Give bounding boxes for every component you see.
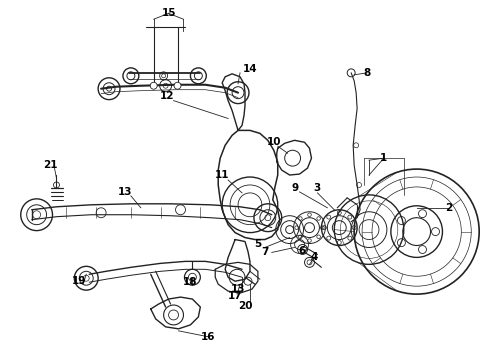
Circle shape xyxy=(150,82,157,89)
Text: 17: 17 xyxy=(228,291,243,301)
Text: 7: 7 xyxy=(261,247,269,257)
Polygon shape xyxy=(222,74,245,130)
Text: 9: 9 xyxy=(291,183,298,193)
Text: 5: 5 xyxy=(254,239,262,249)
Text: 19: 19 xyxy=(72,276,86,286)
Polygon shape xyxy=(218,130,280,239)
Text: 16: 16 xyxy=(201,332,216,342)
Text: 21: 21 xyxy=(43,160,58,170)
Circle shape xyxy=(174,82,181,89)
Text: 14: 14 xyxy=(243,64,257,74)
Text: 6: 6 xyxy=(298,247,305,256)
Text: 4: 4 xyxy=(311,252,318,262)
Text: 12: 12 xyxy=(159,91,174,101)
Text: 10: 10 xyxy=(267,137,281,147)
Polygon shape xyxy=(277,140,312,175)
Polygon shape xyxy=(225,239,250,281)
Text: 3: 3 xyxy=(314,183,321,193)
Text: 20: 20 xyxy=(238,301,252,311)
Text: 13: 13 xyxy=(118,187,132,197)
Text: 1: 1 xyxy=(380,153,388,163)
Text: 8: 8 xyxy=(364,68,370,78)
Text: 2: 2 xyxy=(445,203,452,213)
Text: 18: 18 xyxy=(183,277,197,287)
Text: 11: 11 xyxy=(215,170,229,180)
Text: 15: 15 xyxy=(161,8,176,18)
Text: 13: 13 xyxy=(231,284,245,294)
